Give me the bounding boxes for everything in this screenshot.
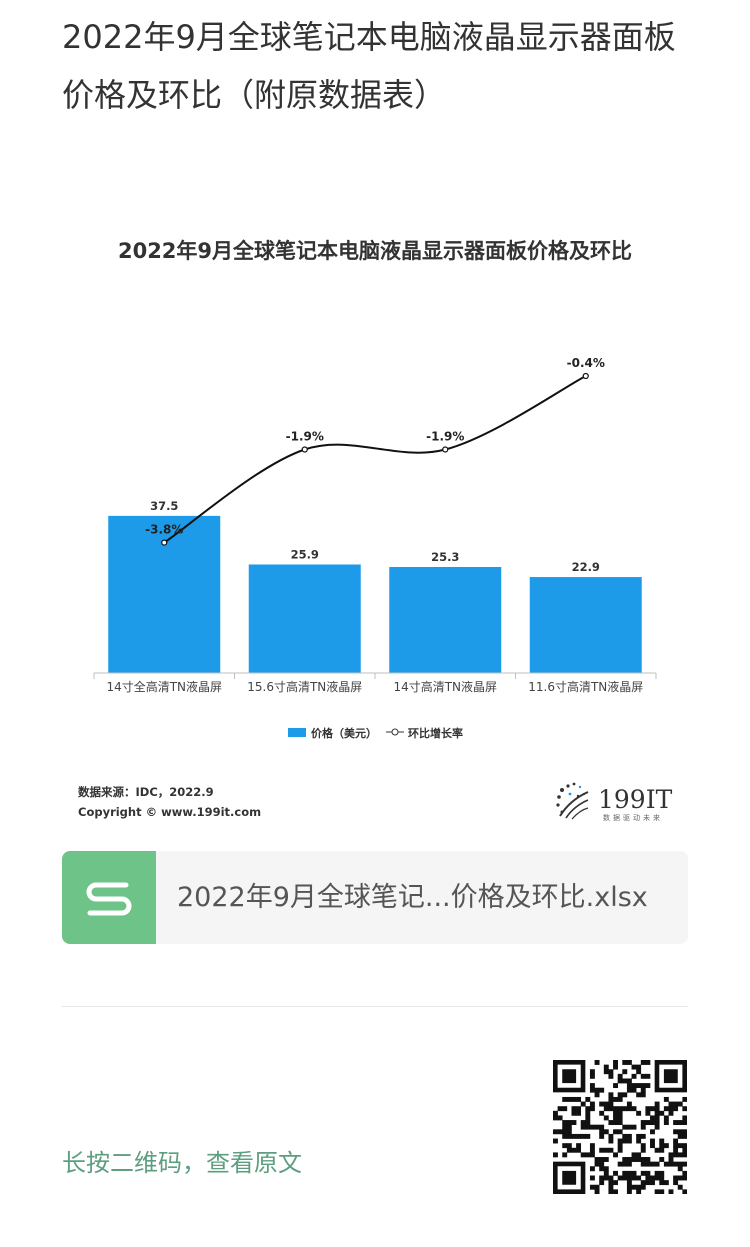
line-point [301, 446, 308, 453]
spreadsheet-s-icon [62, 851, 156, 944]
line-value-label: -0.4% [567, 356, 605, 370]
chart-source: 数据来源：IDC，2022.9 [78, 785, 214, 799]
bar [108, 515, 221, 673]
x-tick-label: 14寸全高清TN液晶屏 [106, 679, 222, 694]
brand-name: 199IT [598, 785, 673, 814]
qr-code-icon[interactable] [553, 1060, 687, 1194]
bar-value-label: 37.5 [150, 499, 178, 513]
article-title: 2022年9月全球笔记本电脑液晶显示器面板价格及环比（附原数据表） [62, 18, 676, 114]
line-value-label: -1.9% [286, 430, 324, 444]
line-value-label: -1.9% [426, 430, 464, 444]
line-layer: -3.8% -1.9% -1.9% -0.4% [145, 356, 605, 546]
brand-logo-mark-icon [556, 782, 589, 820]
x-tick-label: 15.6寸高清TN液晶屏 [247, 679, 362, 694]
chart-copyright: Copyright © www.199it.com [78, 805, 261, 819]
divider [62, 1006, 688, 1007]
x-tick-label: 14寸高清TN液晶屏 [393, 679, 497, 694]
bar [389, 566, 502, 673]
ticks-layer: 14寸全高清TN液晶屏 15.6寸高清TN液晶屏 14寸高清TN液晶屏 11.6寸高清… [93, 673, 657, 694]
legend-line-marker [391, 728, 399, 736]
x-tick-label: 11.6寸高清TN液晶屏 [528, 679, 643, 694]
bar-value-label: 25.3 [431, 550, 459, 564]
chart-card: 2022年9月全球笔记本电脑液晶显示器面板价格及环比 37.5 25.9 25.3 2… [62, 210, 688, 830]
bar [248, 564, 361, 673]
bar [529, 577, 642, 673]
line-point [582, 372, 589, 380]
chart-legend: 价格（美元） 环比增长率 [288, 726, 463, 740]
attachment-file-name: 2022年9月全球笔记...价格及环比.xlsx [177, 882, 648, 913]
line-point [161, 539, 168, 546]
line-value-label: -3.8% [145, 523, 183, 537]
line-point [442, 446, 449, 453]
bar-value-label: 25.9 [291, 547, 319, 561]
legend-bar-swatch [288, 728, 306, 737]
chart-title: 2022年9月全球笔记本电脑液晶显示器面板价格及环比 [118, 239, 632, 263]
bar-value-label: 22.9 [572, 560, 600, 574]
qr-hint-text: 长按二维码，查看原文 [62, 1149, 302, 1177]
attachment-file-card[interactable]: 2022年9月全球笔记...价格及环比.xlsx [62, 851, 688, 944]
brand-logo: 199IT 数据驱动未来 [556, 782, 673, 822]
legend-line-label: 环比增长率 [408, 726, 463, 740]
growth-rate-line [163, 375, 587, 544]
bar-line-chart: 2022年9月全球笔记本电脑液晶显示器面板价格及环比 37.5 25.9 25.3 2… [78, 239, 673, 822]
brand-slogan: 数据驱动未来 [603, 813, 663, 822]
legend-bar-label: 价格（美元） [311, 726, 377, 740]
